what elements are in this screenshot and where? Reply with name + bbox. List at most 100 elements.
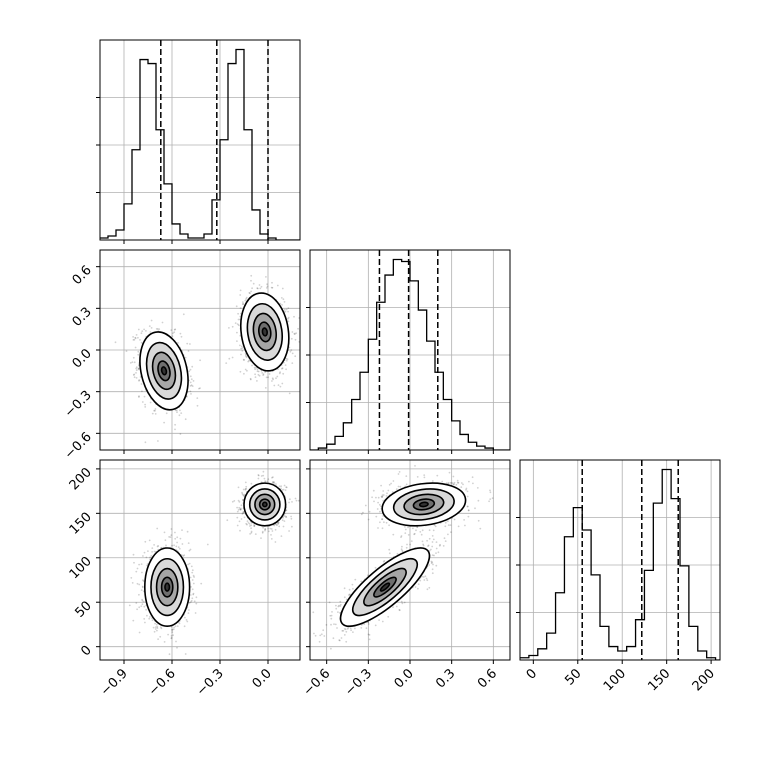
scatter-point [141,330,144,333]
scatter-point [129,362,132,364]
scatter-point [258,284,261,286]
scatter-point [196,397,199,399]
scatter-point [281,382,284,385]
scatter-point [263,477,266,480]
scatter-point [338,639,341,642]
scatter-point [237,312,240,315]
scatter-point [422,543,424,546]
scatter-point [192,592,195,595]
scatter-point [150,555,153,557]
scatter-point [281,519,284,522]
scatter-point [285,486,287,488]
scatter-point [239,294,242,296]
scatter-point [191,385,194,387]
scatter-point [189,594,192,596]
scatter-point [271,286,274,289]
scatter-point [244,368,247,371]
scatter-point [174,428,176,431]
scatter-point [177,342,179,344]
scatter-point [254,376,257,378]
scatter-point [174,531,176,534]
scatter-point [431,541,434,543]
scatter-point [151,619,154,622]
scatter-point [173,544,176,547]
scatter-point [176,536,179,539]
scatter-point [285,509,288,512]
scatter-point [245,355,247,357]
scatter-point [243,372,245,375]
scatter-point [150,319,153,322]
scatter-point [249,525,251,527]
scatter-point [273,384,276,387]
scatter-point [277,384,280,386]
scatter-point [239,508,242,511]
scatter-point [247,360,250,363]
scatter-point [139,339,141,341]
scatter-point [278,372,281,375]
scatter-point [137,328,140,331]
scatter-point [285,486,288,489]
scatter-point [238,506,241,509]
scatter-point [236,340,238,342]
scatter-point [132,356,135,359]
scatter-point [276,522,279,524]
scatter-point [168,536,171,538]
scatter-point [171,544,174,547]
scatter-point [196,404,199,407]
scatter-point [279,385,282,388]
scatter-point [192,582,195,585]
scatter-point [266,283,268,286]
scatter-point [270,534,272,536]
scatter-point [143,395,146,398]
scatter-point [245,487,248,490]
scatter-point [431,545,434,548]
scatter-point [251,287,254,290]
scatter-point [242,494,245,496]
scatter-point [281,489,284,491]
scatter-point [160,626,162,629]
scatter-point [335,607,338,610]
scatter-point [281,367,283,370]
scatter-point [339,603,342,606]
scatter-point [145,608,148,611]
scatter-point [142,555,144,557]
scatter-point [138,631,141,634]
scatter-point [325,624,328,626]
scatter-point [253,524,256,526]
scatter-point [242,301,244,303]
scatter-point [141,585,144,588]
scatter-point [294,338,297,341]
scatter-point [256,287,259,289]
scatter-point [254,368,256,371]
scatter-point [237,318,240,321]
scatter-point [199,387,201,389]
scatter-point [242,303,245,305]
density-contour [261,327,269,337]
scatter-point [183,625,186,628]
scatter-point [156,627,159,629]
scatter-point [131,361,134,363]
scatter-point [245,356,248,359]
scatter-point [182,313,185,316]
scatter-point [189,385,192,387]
scatter-point [236,331,238,334]
y-tick-label: 50 [73,598,95,620]
scatter-point [291,331,294,333]
x-tick-label: −0.3 [194,666,227,699]
scatter-point [421,575,424,578]
scatter-point [188,609,190,611]
scatter-point [140,563,143,565]
scatter-point [239,529,241,532]
scatter-point [283,301,286,303]
scatter-point [295,332,297,335]
scatter-point [137,336,139,339]
scatter-point [245,354,247,356]
scatter-point [157,545,160,547]
scatter-point [155,623,158,626]
scatter-point [151,547,154,549]
scatter-point [189,381,192,384]
scatter-point [285,308,288,311]
scatter-point [138,395,140,398]
scatter-point [170,528,173,530]
